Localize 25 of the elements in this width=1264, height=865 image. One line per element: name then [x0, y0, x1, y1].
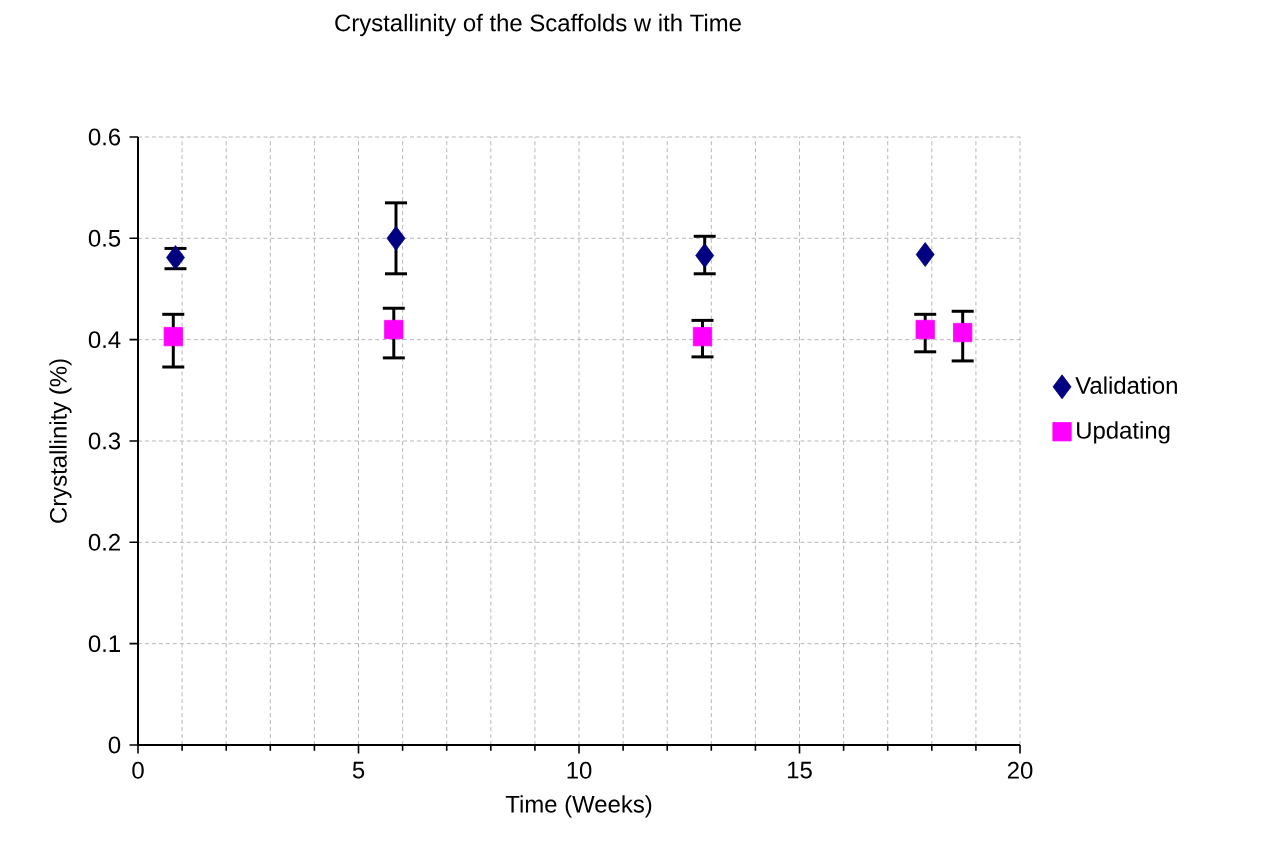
y-tick-label: 0.2: [88, 533, 120, 551]
point: [695, 243, 715, 268]
point: [953, 322, 973, 343]
x-axis-title: Time (Weeks): [505, 795, 652, 818]
point: [163, 327, 183, 347]
y-tick-label: 0.5: [88, 229, 121, 247]
point: [692, 327, 713, 347]
y-tick-label: 0.1: [88, 635, 120, 653]
point: [915, 319, 935, 340]
point: [386, 225, 406, 251]
x-tick-label: 0: [132, 761, 144, 779]
y-tick-label: 0.4: [88, 331, 121, 349]
x-tick-label: 15: [788, 761, 812, 779]
y-tick-label: 0.6: [88, 128, 121, 146]
y-tick-label: 0: [108, 736, 121, 754]
x-tick-label: 10: [567, 761, 592, 779]
x-tick-label: 5: [352, 761, 365, 779]
legend-label: Validation: [1075, 376, 1177, 394]
x-tick-label: 20: [1007, 761, 1033, 779]
point: [915, 242, 935, 267]
chart-title: Crystallinity of the Scaffolds w ith Time: [335, 13, 741, 37]
y-tick-label: 0.3: [88, 432, 121, 450]
y-axis-title: Crystallinity (%): [49, 359, 72, 523]
point: [384, 319, 404, 340]
legend-label: Updating: [1077, 421, 1170, 444]
